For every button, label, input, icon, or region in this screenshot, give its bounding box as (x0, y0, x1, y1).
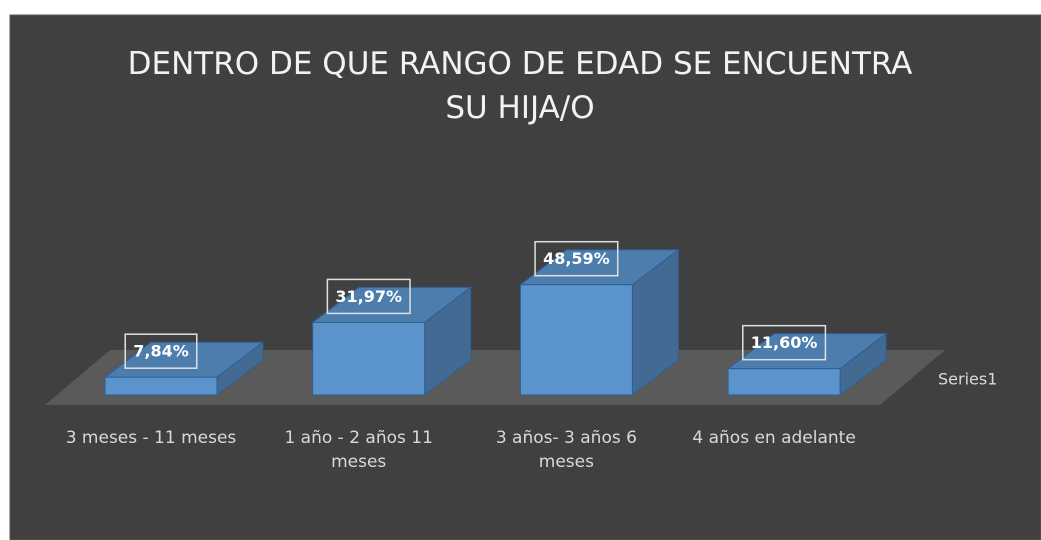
x-tick-label: 1 año - 2 años 11 meses (284, 428, 433, 472)
x-tick-label: 4 años en adelante (692, 428, 856, 448)
x-tick-label: 3 años- 3 años 6 meses (495, 428, 637, 472)
chart-background (9, 14, 1041, 540)
bar (312, 321, 426, 396)
data-label-box (742, 324, 827, 361)
bar (727, 368, 841, 396)
bar (519, 284, 633, 396)
data-label: 11,60% (751, 333, 818, 352)
bar (104, 376, 218, 396)
chart-title: DENTRO DE QUE RANGO DE EDAD SE ENCUENTRA… (127, 46, 913, 126)
data-label: 31,97% (335, 287, 402, 306)
data-label-box (534, 240, 619, 277)
floor (45, 350, 945, 405)
data-label: 48,59% (543, 249, 610, 268)
data-label: 7,84% (133, 342, 189, 361)
data-label-box (326, 278, 411, 315)
data-label-box (124, 333, 198, 369)
x-tick-label: 3 meses - 11 meses (65, 428, 237, 448)
series-label: Series1 (938, 370, 997, 389)
